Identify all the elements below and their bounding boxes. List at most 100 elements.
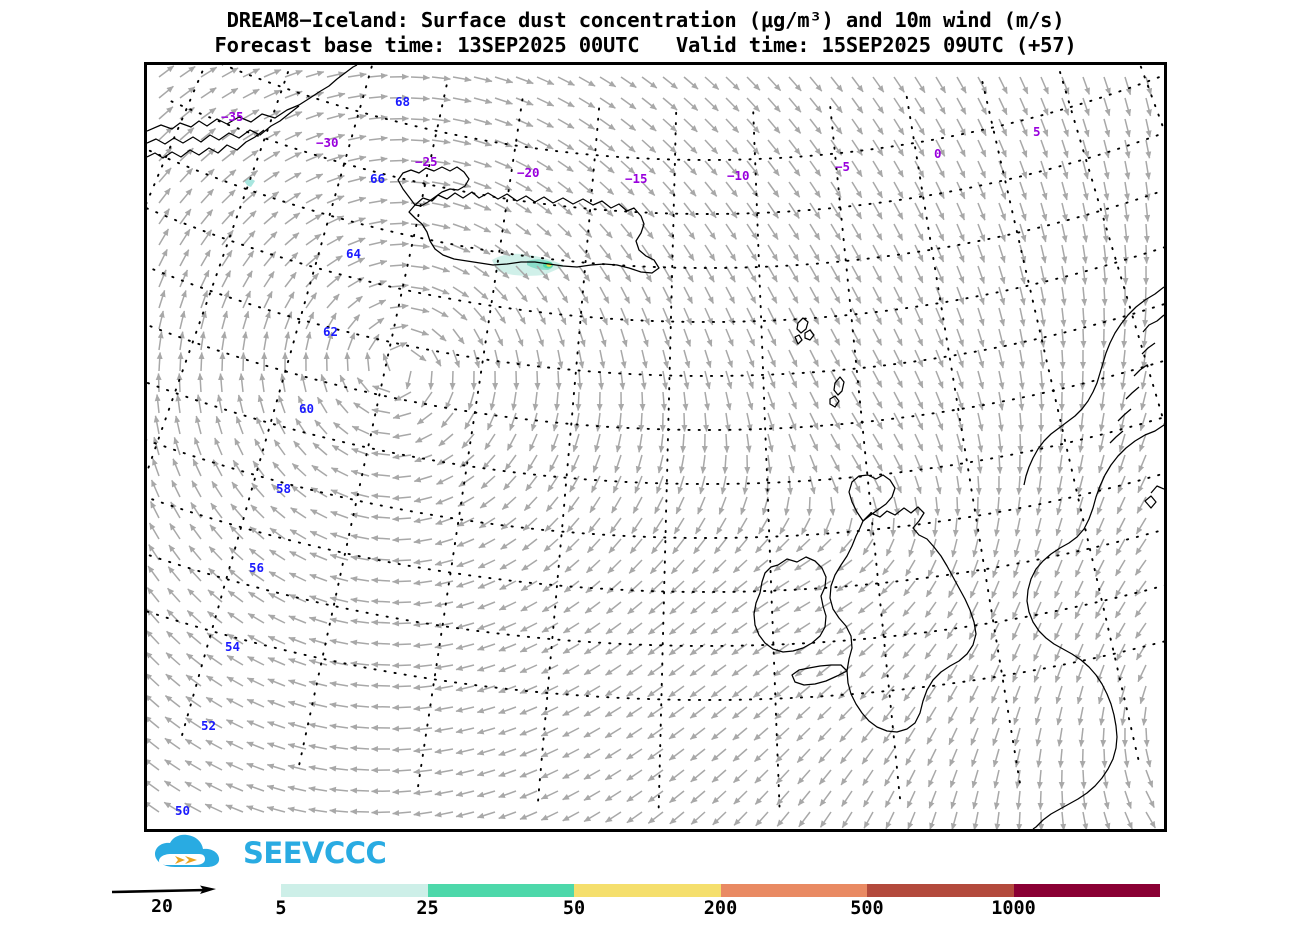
wind-arrow: [672, 538, 685, 555]
wind-arrow: [830, 391, 841, 409]
wind-arrow: [473, 181, 492, 190]
wind-arrow: [830, 433, 841, 451]
wind-arrow: [1124, 118, 1131, 138]
wind-arrow: [788, 433, 796, 452]
wind-arrow: [515, 97, 534, 106]
wind-arrow: [523, 496, 538, 512]
wind-arrow: [704, 223, 717, 240]
wind-arrow: [620, 181, 635, 196]
wind-arrow: [737, 517, 748, 535]
wind-arrow: [229, 525, 244, 540]
wind-arrow: [364, 352, 371, 372]
wind-arrow: [186, 610, 202, 624]
wind-arrow: [305, 292, 318, 309]
wind-arrow: [977, 139, 987, 158]
wind-arrow: [476, 769, 496, 777]
wind-arrow: [1139, 433, 1147, 452]
wind-arrow: [371, 407, 391, 414]
wind-arrow: [1076, 496, 1084, 516]
wind-arrow: [288, 572, 307, 582]
wind-arrow: [197, 373, 204, 393]
wind-arrow: [662, 97, 678, 111]
wind-arrow: [704, 244, 716, 262]
coast-cornwall: [791, 664, 848, 686]
wind-arrow: [809, 454, 818, 473]
wind-arrow: [1012, 664, 1021, 683]
wind-arrow: [662, 160, 677, 175]
wind-arrow: [914, 139, 925, 157]
wind-arrow: [725, 223, 738, 240]
wind-arrow: [1103, 811, 1111, 829]
wind-arrow: [368, 239, 388, 246]
wind-arrow: [690, 811, 706, 825]
wind-arrow: [494, 265, 510, 279]
wind-arrow: [221, 229, 234, 246]
wind-arrow: [1095, 622, 1105, 640]
wind-arrow: [1096, 496, 1105, 515]
wind-arrow: [604, 748, 622, 760]
wind-arrow: [263, 290, 273, 309]
wind-arrow: [431, 117, 451, 124]
wind-arrow: [902, 643, 916, 659]
wind-arrow: [329, 532, 349, 540]
wind-arrow: [1019, 202, 1027, 222]
wind-arrow: [284, 291, 295, 309]
wind-arrow: [746, 370, 754, 389]
wind-arrow: [368, 198, 388, 204]
wind-arrow: [935, 349, 944, 368]
wind-arrow: [287, 743, 307, 750]
wind-arrow: [841, 811, 853, 829]
wind-arrow: [814, 580, 832, 592]
wind-arrow: [606, 580, 622, 594]
wind-arrow: [219, 352, 226, 372]
map-panel[interactable]: 68 66 64 62 60 58 56 54 52 50 −35 −30 −25 −20 −15 −10 −5…: [144, 62, 1167, 832]
wind-arrow: [977, 433, 984, 453]
wind-arrow: [329, 786, 349, 793]
wind-arrow: [347, 176, 367, 183]
wind-arrow: [476, 748, 496, 756]
wind-arrow: [599, 97, 616, 109]
wind-arrow: [431, 265, 451, 273]
wind-arrow: [908, 538, 916, 558]
wind-arrow: [248, 569, 265, 582]
wind-arrow: [1082, 97, 1090, 116]
wind-arrow: [392, 725, 412, 732]
wind-arrow: [543, 538, 559, 552]
wind-arrow: [350, 491, 370, 498]
wind-arrow: [795, 706, 811, 720]
wind-arrow: [689, 664, 706, 677]
wind-arrow: [1114, 580, 1126, 598]
wind-arrow: [455, 685, 475, 692]
wind-arrow: [809, 160, 822, 177]
coast-iceland-nw-peninsula: [397, 166, 470, 207]
wind-arrow: [1141, 349, 1148, 369]
wind-arrow: [606, 601, 622, 615]
wind-arrow: [977, 223, 986, 242]
wind-arrow: [1082, 181, 1089, 201]
wind-arrow: [290, 507, 307, 519]
wind-arrow: [179, 167, 194, 183]
wind-arrow: [329, 638, 349, 645]
wind-arrow: [372, 385, 391, 393]
wind-arrow: [235, 416, 244, 435]
coast-great-britain: [829, 506, 977, 733]
wind-arrow: [1061, 76, 1070, 95]
wind-arrow: [156, 352, 163, 372]
wind-arrow: [767, 139, 781, 155]
wind-arrow: [612, 475, 622, 494]
wind-arrow: [626, 706, 643, 718]
wind-arrow: [639, 391, 646, 411]
wind-arrow: [434, 811, 454, 818]
wind-arrow: [562, 811, 580, 822]
wind-arrow: [578, 244, 592, 260]
wind-arrow: [179, 188, 193, 204]
wind-arrow: [890, 517, 897, 537]
wind-arrow: [458, 475, 475, 488]
wind-arrow: [416, 412, 433, 425]
wind-arrow: [830, 349, 841, 367]
wind-arrow: [1039, 328, 1046, 348]
wind-arrow: [242, 270, 253, 288]
wind-arrow: [431, 138, 451, 145]
wind-arrow: [872, 433, 884, 451]
wind-arrow: [431, 223, 451, 230]
